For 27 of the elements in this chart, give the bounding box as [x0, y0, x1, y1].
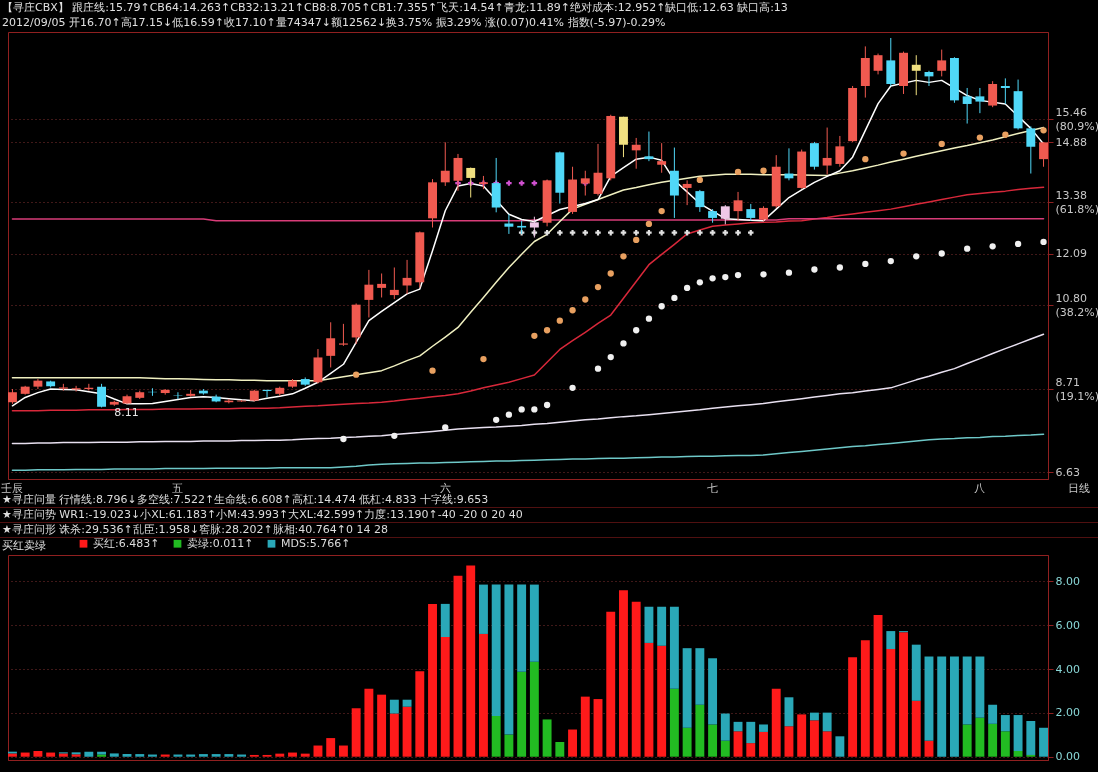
- chart-subtitle: 2012/09/05 开16.70↑高17.15↓低16.59↑收17.10↑量74347↓额12562↓换3.75% 振3.29% 涨(0.07)0.41% 指数(-5.97)-0.29%: [1, 15, 667, 30]
- x-tick-label: 八: [974, 481, 986, 495]
- x-tick-label: 七: [707, 481, 719, 495]
- text: ★寻庄问形 诛杀:29.536↑乱臣:1.958↓窖脉:28.202↑脉相:40.764↑0 14 28: [0, 523, 1098, 538]
- y-tick-label: 8.00: [1055, 574, 1080, 588]
- y-tick-label: 6.63: [1055, 465, 1080, 479]
- annotation: 8.11: [114, 406, 139, 420]
- chart-title: 买红卖绿: [2, 539, 46, 552]
- chart-title: 【寻庄CBX】 跟庄线:15.79↑CB64:14.263↑CB32:13.21↑CB8:8.705↑CB1:7.355↑飞天:14.54↑青龙:11.89↑绝对成本:12.952↑缺口低:12.63 缺口高:13: [1, 0, 789, 15]
- legend-label: 买红:6.483↑: [93, 536, 160, 550]
- y-tick-label: 0.00: [1055, 750, 1080, 764]
- x-axis-title: 日线: [1067, 481, 1090, 495]
- x-tick-label: 五: [172, 481, 184, 495]
- text: ★寻庄问势 WR1:-19.023↓小XL:61.183↑小M:43.993↑大XL:42.599↑力度:13.190↑-40 -20 0 20 40: [0, 508, 1098, 523]
- y-tick-label: 6.00: [1055, 618, 1080, 632]
- y-tick-label: 10.80 (38.2%): [1055, 291, 1098, 319]
- legend-label: 卖绿:0.011↑: [187, 536, 254, 550]
- y-tick-label: 4.00: [1055, 662, 1080, 676]
- y-tick-label: 2.00: [1055, 706, 1080, 720]
- y-tick-label: 15.46 (80.9%): [1055, 105, 1098, 133]
- legend-label: MDS:5.766↑: [281, 536, 351, 550]
- y-tick-label: 12.09: [1055, 247, 1087, 261]
- x-tick-label: 壬辰: [1, 481, 24, 495]
- y-tick-label: 14.88: [1055, 135, 1087, 149]
- y-tick-label: 13.38 (61.8%): [1055, 188, 1098, 216]
- text: ★寻庄问量 行情线:8.796↓多空线:7.522↑生命线:6.608↑高杠:14.474 低杠:4.833 十字线:9.653: [0, 493, 1098, 508]
- y-tick-label: 8.71 (19.1%): [1055, 375, 1098, 403]
